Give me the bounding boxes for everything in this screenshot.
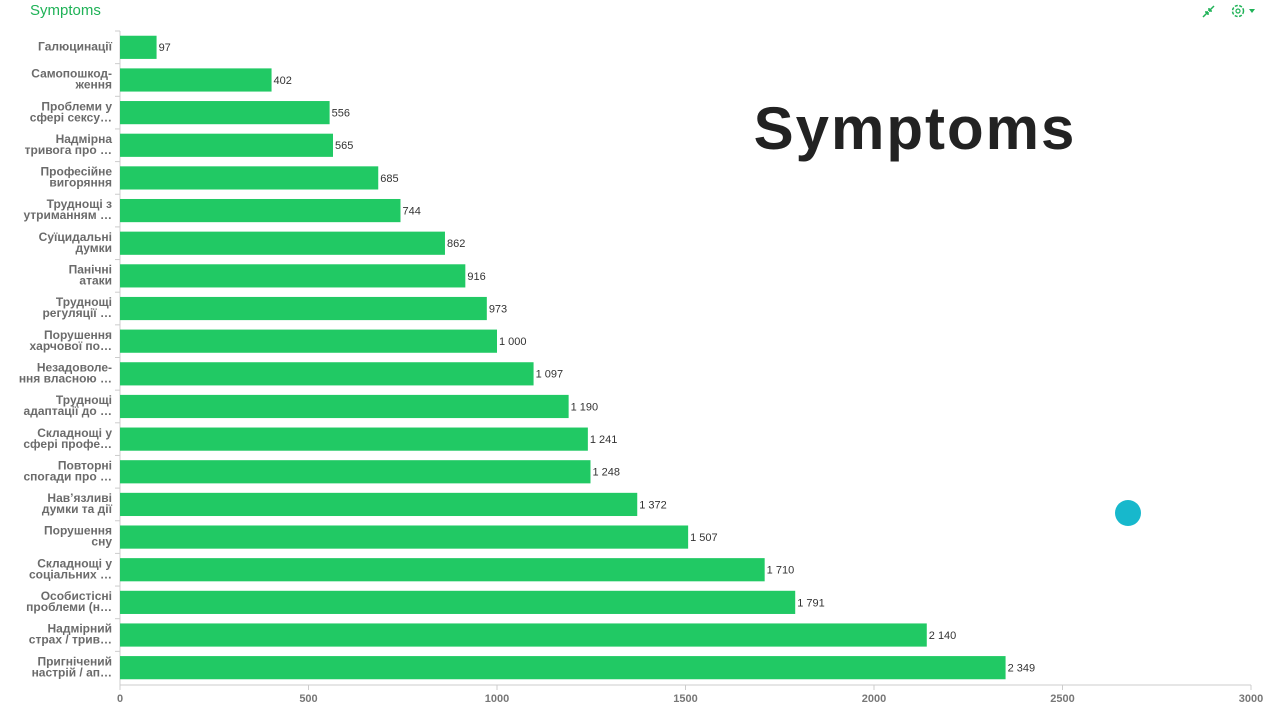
bar (120, 231, 445, 255)
value-label: 862 (447, 238, 465, 250)
cursor-dot (1115, 500, 1141, 526)
y-tick-label: Складнощі у (37, 556, 112, 570)
y-tick-label: адаптації до … (24, 404, 112, 418)
panel-title: Symptoms (30, 2, 101, 19)
overlay-title: Symptoms (754, 95, 1077, 162)
y-tick-label: Самопошкод- (31, 67, 112, 81)
y-tick-label: проблеми (н… (26, 600, 112, 614)
y-tick-label: Порушення (44, 524, 112, 538)
x-tick-label: 1500 (673, 693, 697, 705)
x-tick-label: 500 (299, 693, 317, 705)
value-label: 565 (335, 140, 353, 152)
bar (120, 166, 379, 190)
bar (120, 264, 466, 288)
y-tick-label: Надмірна (56, 132, 113, 146)
value-label: 402 (274, 75, 292, 87)
value-label: 1 248 (592, 467, 620, 479)
bar (120, 68, 272, 92)
bar (120, 296, 487, 321)
y-tick-label: Труднощі з (47, 197, 112, 211)
y-tick-label: Суїцидальні (39, 230, 112, 244)
value-label: 1 372 (639, 499, 667, 511)
value-label: 973 (489, 303, 507, 315)
bar (120, 492, 638, 517)
bar (120, 394, 569, 419)
y-tick-label: соціальних … (29, 567, 112, 581)
y-tick-label: ження (74, 78, 112, 92)
y-tick-label: страх / трив… (29, 633, 112, 647)
y-tick-label: сфері сексу… (30, 110, 112, 124)
bar (120, 198, 401, 223)
y-tick-label: настрій / ап… (32, 665, 112, 679)
bar (120, 427, 588, 451)
y-tick-label: харчової по… (29, 339, 112, 353)
value-label: 1 791 (797, 597, 825, 609)
x-tick-label: 0 (117, 693, 123, 705)
bar (120, 101, 330, 125)
y-tick-label: сну (91, 535, 112, 549)
y-tick-label: Нав’язливі (47, 491, 112, 505)
x-tick-label: 3000 (1239, 693, 1263, 705)
bar (120, 329, 497, 353)
y-tick-label: Труднощі (56, 393, 112, 407)
y-tick-label: вигоряння (49, 176, 112, 190)
y-tick-label: думки (75, 241, 112, 255)
y-tick-label: утриманням … (23, 208, 112, 222)
bar (120, 525, 689, 549)
y-tick-label: Надмірний (48, 622, 113, 636)
y-tick-label: Проблеми у (41, 99, 112, 113)
y-tick-label: думки та дії (42, 502, 113, 516)
y-tick-label: регуляції … (42, 306, 112, 320)
bar (120, 35, 157, 59)
value-label: 556 (332, 108, 350, 120)
value-label: 685 (380, 173, 398, 185)
value-label: 97 (159, 42, 171, 54)
value-label: 916 (467, 271, 485, 283)
bar (120, 590, 796, 614)
settings-icon[interactable] (1231, 4, 1256, 18)
bar (120, 558, 765, 582)
y-tick-label: Складнощі у (37, 426, 112, 440)
y-tick-label: Панічні (69, 263, 112, 277)
value-label: 1 241 (590, 434, 618, 446)
value-label: 1 710 (767, 565, 795, 577)
y-tick-label: Пригнічений (37, 654, 112, 668)
value-label: 1 190 (571, 401, 599, 413)
y-tick-label: Галюцинації (38, 39, 113, 53)
y-tick-label: ння власною … (19, 371, 112, 385)
bar (120, 133, 334, 157)
bar (120, 656, 1006, 680)
value-label: 1 507 (690, 532, 718, 544)
value-label: 1 000 (499, 336, 527, 348)
bar (120, 460, 591, 484)
x-tick-label: 2500 (1050, 693, 1074, 705)
value-label: 2 140 (929, 630, 957, 642)
bar (120, 623, 927, 647)
y-tick-label: спогади про … (24, 469, 113, 483)
y-tick-label: тривога про … (25, 143, 112, 157)
y-tick-label: сфері профе… (23, 437, 112, 451)
value-label: 1 097 (536, 369, 564, 381)
value-label: 2 349 (1008, 663, 1036, 675)
y-tick-label: атаки (79, 274, 112, 288)
bar (120, 362, 534, 386)
x-tick-label: 1000 (485, 693, 509, 705)
y-tick-label: Професійне (41, 165, 113, 179)
y-tick-label: Повторні (58, 458, 112, 472)
y-tick-label: Особистісні (41, 589, 112, 603)
value-label: 744 (402, 205, 420, 217)
x-tick-label: 2000 (862, 693, 886, 705)
y-tick-label: Труднощі (56, 295, 112, 309)
y-tick-label: Порушення (44, 328, 112, 342)
y-tick-label: Незадоволе- (37, 360, 112, 374)
collapse-icon[interactable] (1202, 5, 1215, 18)
